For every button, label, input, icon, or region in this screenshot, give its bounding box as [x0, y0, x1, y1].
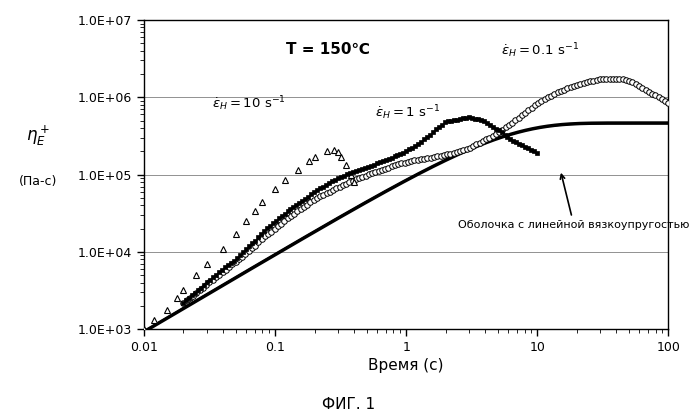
- Text: (Па-с): (Па-с): [20, 175, 57, 188]
- X-axis label: Время (c): Время (c): [369, 358, 444, 373]
- Text: $\dot{\varepsilon}_H = 1\ \mathrm{s}^{-1}$: $\dot{\varepsilon}_H = 1\ \mathrm{s}^{-1…: [375, 103, 440, 122]
- Text: T = 150℃: T = 150℃: [285, 42, 369, 57]
- Text: $\dot{\varepsilon}_H = 0.1\ \mathrm{s}^{-1}$: $\dot{\varepsilon}_H = 0.1\ \mathrm{s}^{…: [500, 42, 579, 60]
- Text: Оболочка с линейной вязкоупругостью: Оболочка с линейной вязкоупругостью: [459, 174, 690, 230]
- Text: $\eta_E^+$: $\eta_E^+$: [27, 124, 50, 148]
- Text: $\dot{\varepsilon}_H = 10\ \mathrm{s}^{-1}$: $\dot{\varepsilon}_H = 10\ \mathrm{s}^{-…: [212, 94, 286, 113]
- Text: ФИГ. 1: ФИГ. 1: [322, 397, 376, 412]
